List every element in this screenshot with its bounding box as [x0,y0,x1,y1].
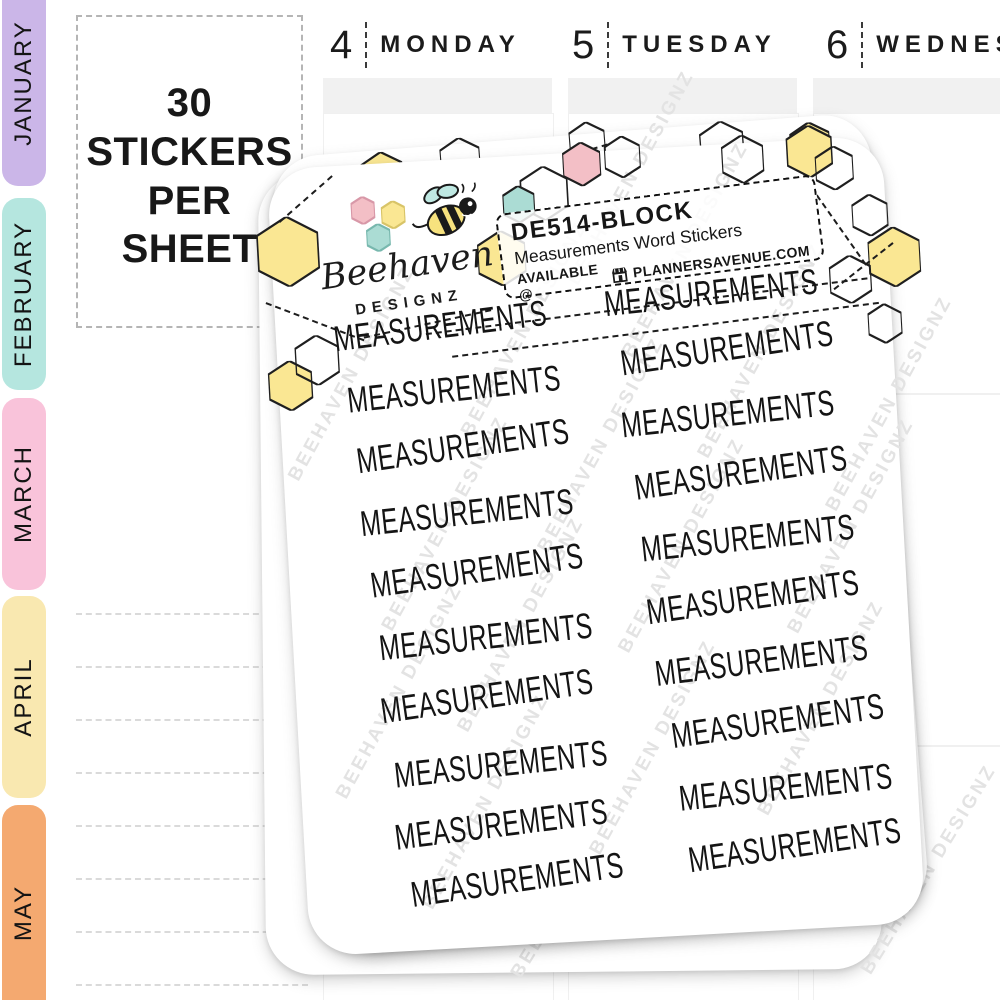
ruled-line [76,984,308,986]
sticker-word: MEASUREMENTS [345,356,563,422]
hexagon-icon [867,225,922,288]
day-header: 5 TUESDAY [572,22,777,68]
brand-logo: Beehaven DESIGNZ [308,179,506,334]
hexagon-icon [603,135,641,179]
month-tab-label: FEBRUARY [10,220,37,368]
hexagon-icon [294,334,341,386]
sticker-sheet-top: BEEHAVEN DESIGNZ BEEHAVEN DESIGNZ BEEHAV… [266,67,957,957]
logo-hexagon-icon [380,200,406,229]
day-number: 6 [826,22,849,67]
hexagon-icon [267,360,314,412]
note-line-2: PER SHEET [121,178,258,272]
note-line-1: 30 STICKERS [86,81,293,174]
shop-icon [611,266,628,283]
month-tab-label: MARCH [10,445,37,543]
ruled-line [76,878,308,880]
sticker-word: MEASUREMENTS [668,684,887,757]
day-separator-line [861,22,864,68]
sticker-word: MEASUREMENTS [377,604,595,669]
day-separator-line [365,22,368,68]
day-separator-line [607,22,610,68]
month-tab-label: APRIL [10,657,37,737]
hexagon-icon [814,145,854,191]
month-tab-label: JANUARY [10,20,37,146]
label-availability: AVAILABLE @ PLANNERSAVENUE.COM [516,234,812,303]
ruled-line [76,613,308,615]
sticker-word: MEASUREMENTS [685,809,904,881]
hexagon-icon [255,215,321,288]
ruled-line [76,666,308,668]
ruled-line [76,931,308,933]
logo-hexagon-icon [350,196,376,225]
bee-icon [411,182,477,238]
month-tab-february: FEBRUARY [2,198,46,390]
day-number: 4 [330,22,353,67]
logo-hexagon-icon [366,223,392,252]
header-strip [323,78,552,113]
sticker-word: MEASUREMENTS [408,843,627,916]
ruled-line [76,719,308,721]
ruled-line [76,772,308,774]
label-box: DE514-BLOCK Measurements Word Stickers A… [494,174,825,303]
hexagon-icon [828,254,873,304]
header-strip [813,78,1000,113]
month-tab-label: MAY [10,884,37,941]
month-tab-march: MARCH [2,398,46,590]
day-header: 4 MONDAY [330,22,521,68]
hexagon-icon [561,141,601,187]
day-name: TUESDAY [622,31,777,58]
header-strip [568,78,797,113]
month-tab-january: JANUARY [2,0,46,186]
day-name: MONDAY [380,31,521,58]
month-tab-april: APRIL [2,596,46,798]
day-number: 5 [572,22,595,67]
day-header: 6 WEDNESDAY [826,22,1000,68]
ruled-line [76,825,308,827]
sticker-word: MEASUREMENTS [367,534,586,606]
hexagon-icon [720,134,765,184]
day-name: WEDNESDAY [876,31,1000,58]
month-tab-may: MAY [2,805,46,1000]
hexagon-icon [851,193,889,237]
hexagon-icon [867,303,903,345]
